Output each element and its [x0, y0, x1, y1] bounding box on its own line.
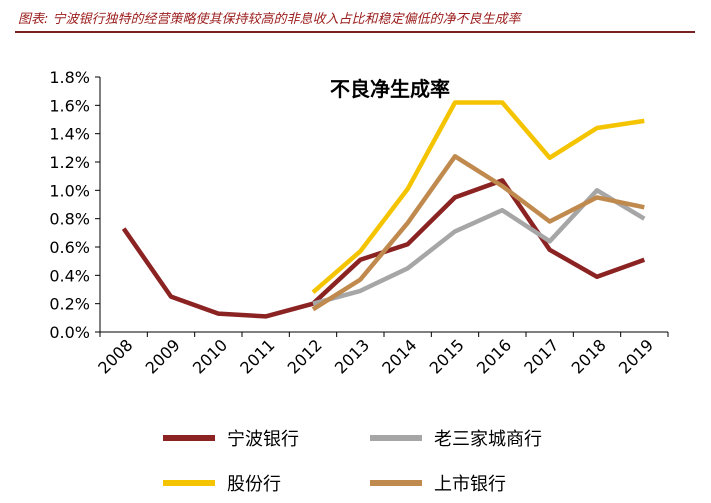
legend-label-listed: 上市银行 [434, 474, 506, 495]
legend-label-joint: 股份行 [227, 474, 281, 495]
x-tick-label: 2019 [615, 335, 657, 377]
y-tick-label: 0.8% [49, 210, 90, 229]
series-line-joint [311, 100, 645, 295]
y-tick-label: 1.4% [49, 125, 90, 144]
legend-label-big3: 老三家城商行 [434, 429, 542, 450]
x-tick-label: 2011 [236, 335, 278, 377]
caption-divider [15, 31, 695, 33]
x-tick-label: 2014 [378, 335, 420, 377]
chart-axes: 0.0% 0.2% 0.4% 0.6% 0.8% 1.0% 1.2% 1.4% 1.6% 1.8%… [49, 68, 669, 378]
x-tick-label: 2010 [189, 335, 231, 377]
chart-series-lines [121, 100, 646, 319]
series-line-big3 [312, 188, 646, 306]
y-tick-label: 0.4% [49, 266, 90, 285]
chart-title: 不良净生成率 [330, 77, 450, 101]
y-tick-label: 0.6% [49, 238, 90, 257]
x-tick-label: 2016 [473, 335, 515, 377]
y-tick-label: 1.2% [49, 153, 90, 172]
x-tick-label: 2013 [331, 335, 373, 377]
x-tick-label: 2012 [284, 335, 326, 377]
x-tick-label: 2018 [568, 335, 610, 377]
figure-caption: 图表: 宁波银行独特的经营策略使其保持较高的非息收入占比和稳定偏低的净不良生成率 [18, 12, 521, 27]
legend-label-ningbo: 宁波银行 [227, 429, 299, 450]
y-tick-label: 0.0% [49, 323, 90, 342]
x-tick-label: 2009 [142, 335, 184, 377]
x-tick-label: 2015 [426, 335, 468, 377]
y-tick-label: 1.0% [49, 181, 90, 200]
series-line-listed [311, 154, 645, 312]
x-tick-label: 2008 [94, 335, 136, 377]
y-tick-label: 0.2% [49, 295, 90, 314]
y-tick-label: 1.8% [49, 68, 90, 87]
x-tick-label: 2017 [520, 335, 562, 377]
y-tick-label: 1.6% [49, 96, 90, 115]
